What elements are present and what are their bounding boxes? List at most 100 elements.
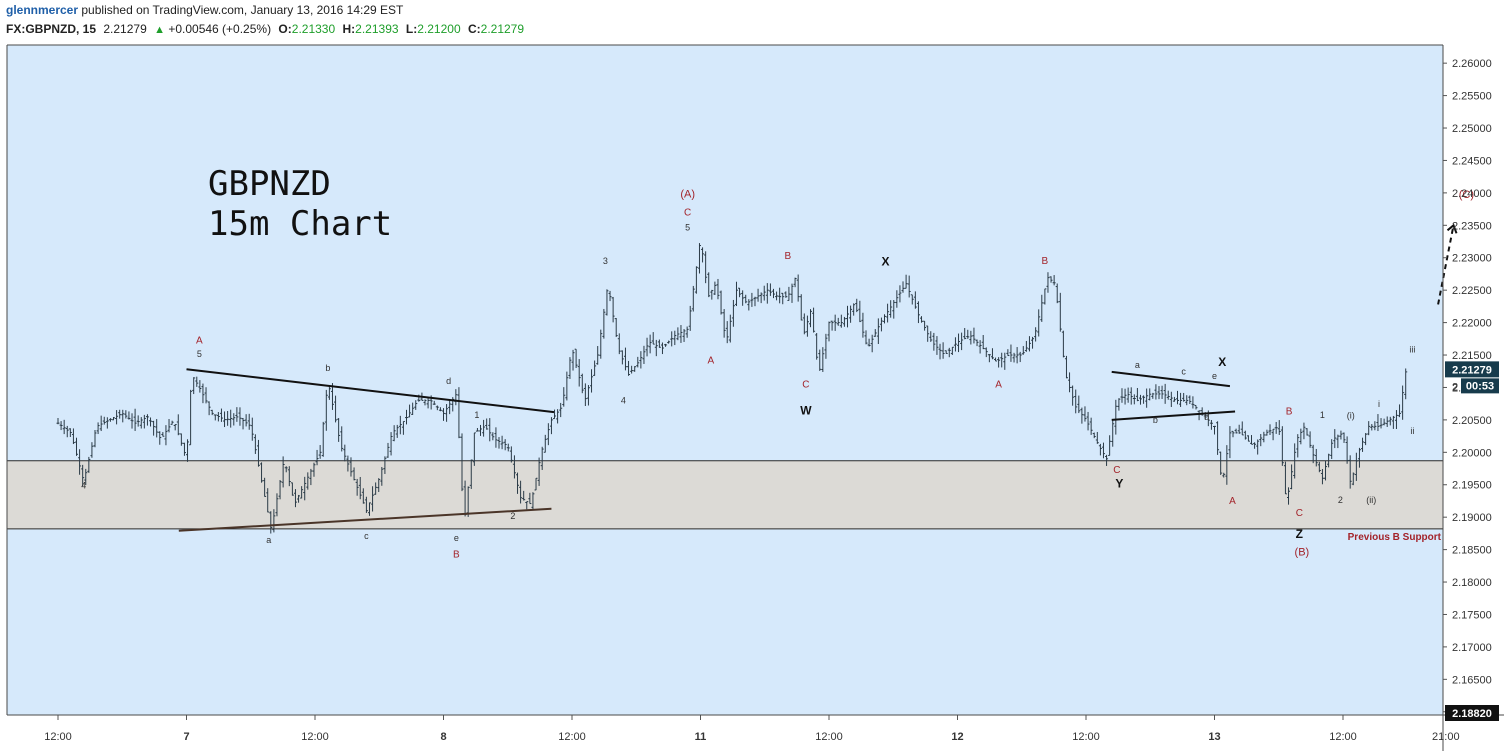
y-tick-label: 2.22000	[1452, 318, 1492, 330]
x-tick-label: 12:00	[815, 731, 843, 743]
wave-label: Y	[1115, 476, 1123, 490]
wave-label: X	[1218, 355, 1226, 369]
title-line: GBPNZD	[208, 164, 331, 204]
wave-label: c	[364, 531, 369, 541]
x-tick-label: 21:00	[1432, 731, 1460, 743]
bottom-price-tag	[1445, 705, 1499, 721]
wave-label: a	[266, 535, 271, 545]
y-tick-label: 2.18000	[1452, 577, 1492, 589]
published-text: published on TradingView.com, January 13…	[81, 3, 404, 17]
wave-label: 4	[81, 481, 86, 491]
high-value: 2.21393	[355, 22, 399, 36]
low-value: 2.21200	[417, 22, 461, 36]
trendline-4[interactable]	[1111, 410, 1236, 421]
wave-label: 2	[1338, 495, 1343, 505]
countdown-tag	[1461, 378, 1499, 394]
y-tick-label: 2.17500	[1452, 609, 1492, 621]
projection-arrow[interactable]	[1437, 225, 1455, 305]
author-link[interactable]: glennmercer	[6, 3, 79, 17]
x-tick-label: 8	[440, 731, 446, 743]
last-price-tag	[1445, 361, 1499, 378]
plot-area[interactable]	[7, 45, 1443, 715]
arrow-head-icon	[1446, 223, 1458, 234]
wave-label: A	[995, 379, 1002, 390]
wave-label: iii	[1409, 344, 1415, 354]
wave-label: b	[325, 363, 330, 373]
x-tick-label: 12:00	[1072, 731, 1100, 743]
trendline-2[interactable]	[178, 507, 552, 532]
wave-label: e	[454, 533, 459, 543]
x-tick-label: 7	[183, 731, 189, 743]
y-tick-label: 2.22500	[1452, 285, 1492, 297]
y-tick-label: 2.18500	[1452, 545, 1492, 557]
open-label: O:	[278, 22, 292, 36]
y-tick-label: 2.26000	[1452, 58, 1492, 70]
wave-label: d	[1204, 412, 1209, 422]
quote-line: FX:GBPNZD, 15 2.21279 ▲ +0.00546 (+0.25%…	[6, 22, 524, 36]
wave-label: X	[882, 255, 890, 269]
wave-label: (A)	[680, 188, 695, 200]
y-tick-label: 2.24000	[1452, 188, 1492, 200]
wave-label: d	[446, 376, 451, 386]
price-ticks: 2.26000 2.25500 2.25000 2.24500 2.24000 2.235…	[1443, 58, 1492, 719]
y-tick-label: 2.23000	[1452, 253, 1492, 265]
y-tick-label: 2.21500	[1452, 350, 1492, 362]
wave-label: A	[707, 355, 714, 366]
partial-tick-label: 2	[1452, 381, 1458, 393]
trendlines[interactable]	[178, 223, 1458, 532]
trendline-3[interactable]	[1111, 370, 1231, 388]
wave-label: a	[1135, 360, 1140, 370]
wave-label: 5	[197, 349, 202, 359]
wave-label: ii	[1410, 426, 1414, 436]
wave-label: B	[1286, 407, 1293, 418]
wave-label: Z	[1296, 527, 1303, 541]
wave-label: 1	[1320, 410, 1325, 420]
wave-label: 4	[621, 396, 626, 406]
wave-label: B	[453, 549, 460, 560]
x-tick-label: 12:00	[301, 731, 329, 743]
time-ticks: 12:00 7 12:00 8 12:00 11 12:00 12 12:00 13 12:00 21…	[44, 715, 1460, 743]
wave-label: A	[196, 335, 203, 346]
wave-label: A	[1229, 496, 1236, 507]
time-axis[interactable]	[7, 715, 1504, 751]
candles	[56, 243, 1408, 534]
y-tick-label: 2.20000	[1452, 447, 1492, 459]
bottom-price-value: 2.18820	[1452, 708, 1492, 720]
x-tick-label: 13	[1208, 731, 1220, 743]
close-value: 2.21279	[480, 22, 525, 36]
y-tick-label: 2.23500	[1452, 220, 1492, 232]
open-value: 2.21330	[291, 22, 336, 36]
x-tick-label: 12	[951, 731, 963, 743]
low-label: L:	[405, 22, 418, 36]
wave-label: C	[802, 379, 809, 390]
support-zone-label: Previous B Support	[1348, 532, 1442, 543]
x-tick-label: 11	[695, 731, 707, 743]
up-arrow-icon: ▲	[154, 24, 165, 36]
support-zone[interactable]	[7, 460, 1443, 529]
last-price-value: 2.21279	[1452, 364, 1492, 376]
wave-label: (ii)	[1366, 495, 1376, 505]
y-tick-label: 2.19500	[1452, 480, 1492, 492]
trendline-1[interactable]	[186, 368, 555, 414]
wave-label: B	[1042, 256, 1049, 267]
wave-label: (i)	[1347, 411, 1355, 421]
publish-line: glennmercer published on TradingView.com…	[6, 3, 403, 17]
wave-label: 1	[474, 410, 479, 420]
chart-header: glennmercer published on TradingView.com…	[0, 0, 1504, 42]
wave-label: (B)	[1295, 546, 1310, 558]
wave-label: c	[1181, 366, 1186, 376]
y-tick-label: 2.16500	[1452, 674, 1492, 686]
last-price: 2.21279	[103, 22, 147, 36]
y-tick-label: 2.20500	[1452, 415, 1492, 427]
wave-label: 5	[685, 222, 690, 232]
y-tick-label: 2.19000	[1452, 512, 1492, 524]
y-tick-label: 2.25000	[1452, 123, 1492, 135]
wave-label: W	[800, 404, 812, 418]
x-tick-label: 12:00	[44, 731, 72, 743]
y-tick-label: 2.25500	[1452, 91, 1492, 103]
wave-label: C	[1296, 508, 1303, 519]
x-tick-label: 12:00	[1329, 731, 1357, 743]
